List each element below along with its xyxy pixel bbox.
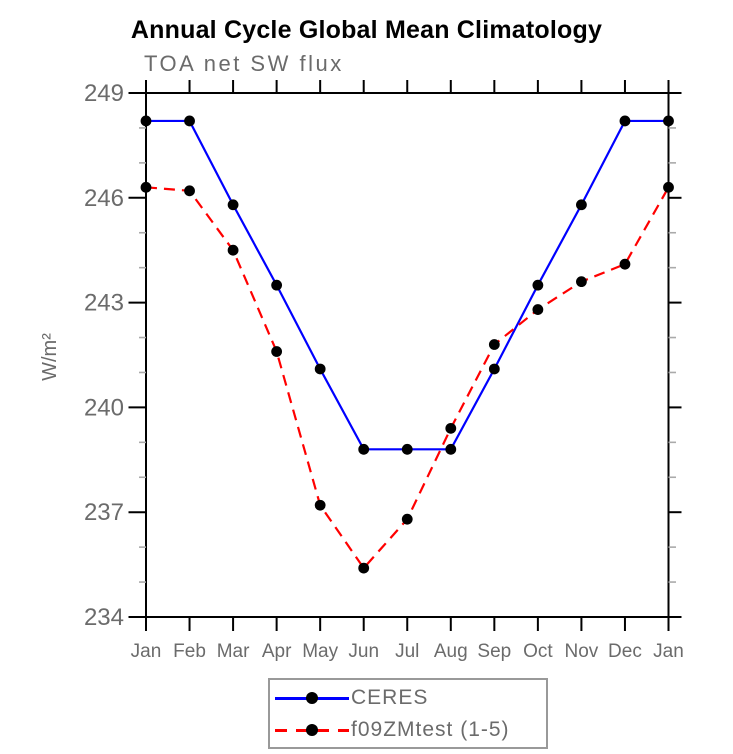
data-point-marker — [271, 346, 283, 357]
data-point-marker — [445, 422, 457, 434]
data-point-marker — [663, 181, 674, 193]
x-tick-label: Jul — [395, 641, 419, 662]
x-tick-label: Feb — [173, 641, 206, 662]
y-axis-title: W/m² — [39, 333, 61, 381]
data-point-marker — [358, 443, 370, 455]
data-point-marker — [227, 244, 239, 256]
x-tick-label: Dec — [608, 641, 642, 662]
chart-subtitle: TOA net SW flux — [144, 51, 344, 76]
x-tick-label: Mar — [217, 641, 250, 662]
ceres-line — [146, 119, 669, 451]
data-point-marker — [488, 363, 500, 375]
x-tick-label: May — [302, 641, 338, 662]
data-point-marker — [663, 115, 674, 127]
data-point-marker — [314, 363, 326, 375]
f09zmtest-line — [145, 186, 670, 570]
chart-title: Annual Cycle Global Mean Climatology — [130, 16, 603, 44]
data-point-marker — [184, 115, 195, 127]
x-tick-label: Oct — [523, 641, 553, 662]
data-point-marker — [184, 185, 195, 197]
x-tick-label: Aug — [434, 641, 468, 662]
data-point-marker — [140, 115, 152, 127]
y-tick-label: 246 — [84, 185, 124, 212]
f09zmtest-line-sample — [275, 723, 349, 737]
data-point-marker — [576, 276, 587, 288]
marker-dot-icon — [306, 691, 318, 704]
data-point-marker — [445, 443, 457, 455]
data-point-marker — [271, 279, 283, 291]
data-point-marker — [401, 443, 413, 455]
data-point-marker — [532, 304, 544, 315]
data-point-marker — [227, 199, 239, 211]
legend-item-f09zmtest: f09ZMtest (1-5) — [275, 714, 546, 746]
legend: CERES f09ZMtest (1-5) — [268, 678, 548, 749]
ceres-line-sample — [275, 691, 349, 705]
legend-item-ceres: CERES — [275, 682, 546, 714]
y-tick-label: 234 — [84, 604, 124, 631]
x-tick-label: Jun — [348, 641, 379, 662]
data-point-marker — [532, 279, 544, 291]
data-point-marker — [619, 258, 631, 270]
y-tick-label: 243 — [84, 290, 124, 317]
marker-dot-icon — [306, 723, 318, 736]
x-tick-label: Jan — [131, 641, 162, 662]
data-point-marker — [358, 562, 370, 574]
data-point-marker — [140, 181, 152, 193]
y-tick-label: 249 — [84, 80, 124, 107]
x-tick-label: Sep — [477, 641, 511, 662]
x-tick-label: Jan — [653, 641, 684, 662]
data-point-marker — [619, 115, 631, 127]
y-tick-label: 240 — [84, 394, 124, 421]
x-tick-label: Apr — [262, 641, 292, 662]
y-tick-label: 237 — [84, 499, 124, 526]
data-point-marker — [401, 513, 413, 525]
data-point-marker — [576, 199, 587, 211]
data-point-marker — [314, 499, 326, 511]
x-tick-label: Nov — [565, 641, 599, 662]
legend-label-f09zmtest: f09ZMtest (1-5) — [351, 717, 510, 741]
data-point-marker — [488, 339, 500, 350]
legend-label-ceres: CERES — [351, 685, 429, 709]
